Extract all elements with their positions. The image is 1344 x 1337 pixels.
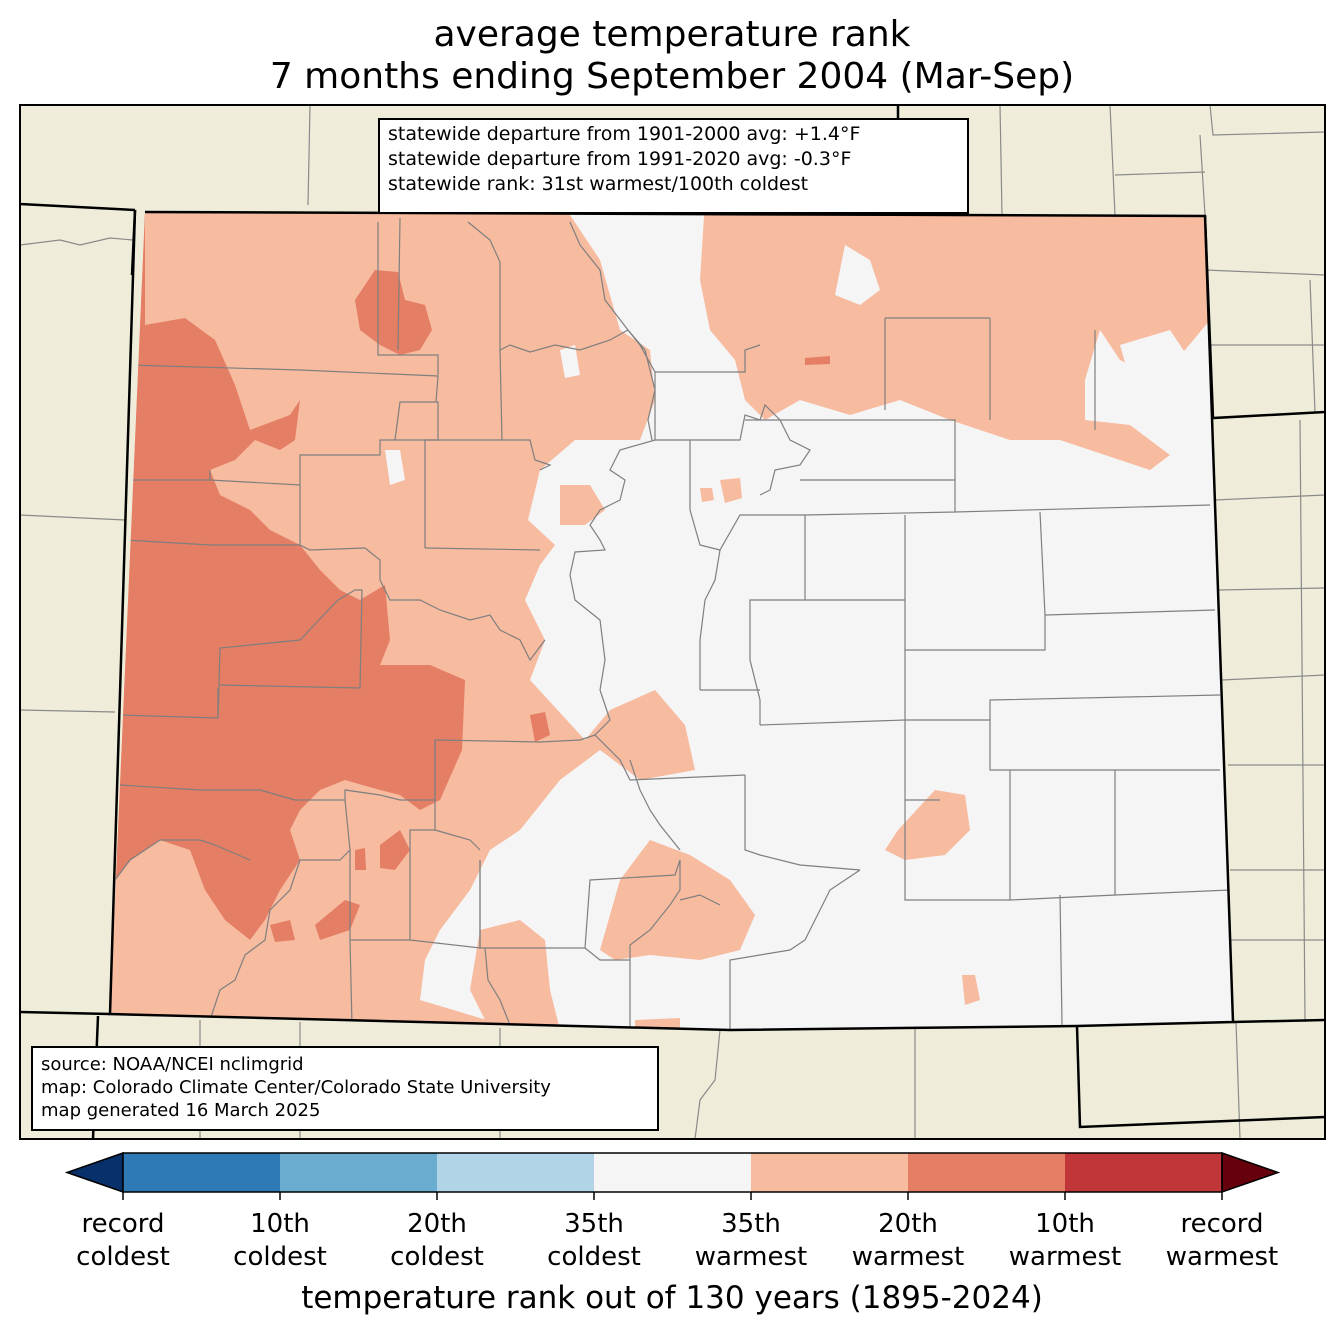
colorbar-tick-label-rank: 10th bbox=[250, 1209, 310, 1239]
colorado-state-boundary bbox=[108, 209, 1235, 1032]
colorbar bbox=[64, 1151, 1281, 1200]
colorbar-tick-label-rank: record bbox=[1180, 1209, 1264, 1239]
colorbar-tick-label: record coldest bbox=[33, 1208, 213, 1274]
colorbar-segment bbox=[123, 1153, 280, 1192]
colorbar-tick-label-direction: warmest bbox=[851, 1242, 965, 1272]
colorbar-tick-label: 35th coldest bbox=[504, 1208, 684, 1274]
source-credit-box: source: NOAA/NCEI nclimgrid map: Colorad… bbox=[31, 1046, 659, 1131]
colorbar-tick-label-direction: warmest bbox=[694, 1242, 808, 1272]
neutral-holes bbox=[385, 245, 1190, 485]
stats-departure-1991-2020: statewide departure from 1991-2020 avg: … bbox=[388, 148, 852, 170]
colorbar-tick-label: 10th coldest bbox=[190, 1208, 370, 1274]
generated-date-line: map generated 16 March 2025 bbox=[41, 1100, 321, 1121]
colorbar-tick-label: 10th warmest bbox=[975, 1208, 1155, 1274]
map-title-line-2: 7 months ending September 2004 (Mar-Sep) bbox=[269, 56, 1075, 97]
colorbar-tick-label-direction: coldest bbox=[76, 1242, 170, 1272]
colorbar-segment bbox=[1065, 1153, 1222, 1192]
map-credit-line: map: Colorado Climate Center/Colorado St… bbox=[41, 1077, 551, 1098]
colorbar-tick-label: record warmest bbox=[1132, 1208, 1312, 1274]
colorbar-tick-label-direction: coldest bbox=[547, 1242, 641, 1272]
stats-statewide-rank: statewide rank: 31st warmest/100th colde… bbox=[388, 173, 809, 195]
colorado-rank-field bbox=[110, 212, 1233, 1030]
colorbar-segment bbox=[437, 1153, 594, 1192]
source-line: source: NOAA/NCEI nclimgrid bbox=[41, 1054, 304, 1075]
colorbar-segment bbox=[908, 1153, 1065, 1192]
colorbar-tick-label-rank: record bbox=[81, 1209, 165, 1239]
colorbar-label: temperature rank out of 130 years (1895-… bbox=[301, 1280, 1043, 1316]
colorbar-extend-coldest bbox=[64, 1151, 124, 1194]
map-frame bbox=[19, 104, 1326, 1140]
colorbar-tick-label-direction: coldest bbox=[233, 1242, 327, 1272]
colorbar-tick-label-direction: warmest bbox=[1008, 1242, 1122, 1272]
colorbar-tick-label: 20th warmest bbox=[818, 1208, 998, 1274]
colorbar-tick-label-direction: warmest bbox=[1165, 1242, 1279, 1272]
rank-10th-warmest-areas bbox=[110, 212, 830, 942]
colorbar-segment bbox=[594, 1153, 751, 1192]
colorbar-segment bbox=[280, 1153, 437, 1192]
colorbar-outline bbox=[122, 1152, 1223, 1193]
colorbar-tick-label: 20th coldest bbox=[347, 1208, 527, 1274]
colorbar-tick-label-direction: coldest bbox=[390, 1242, 484, 1272]
colorbar-segment bbox=[751, 1153, 908, 1192]
colorbar-extend-warmest bbox=[1221, 1151, 1281, 1194]
neighbor-county-lines bbox=[20, 105, 1325, 1139]
colorbar-tick-label-rank: 10th bbox=[1035, 1209, 1095, 1239]
statewide-stats-box: statewide departure from 1901-2000 avg: … bbox=[378, 118, 969, 214]
map-title-line-1: average temperature rank bbox=[433, 14, 911, 55]
colorbar-tick-label-rank: 20th bbox=[407, 1209, 467, 1239]
stats-departure-1901-2000: statewide departure from 1901-2000 avg: … bbox=[388, 123, 861, 145]
county-lines bbox=[114, 217, 1231, 1030]
colorbar-tick-label-rank: 35th bbox=[721, 1209, 781, 1239]
colorbar-tick-label-rank: 20th bbox=[878, 1209, 938, 1239]
colorbar-tick-label: 35th warmest bbox=[661, 1208, 841, 1274]
colorbar-tick-label-rank: 35th bbox=[564, 1209, 624, 1239]
